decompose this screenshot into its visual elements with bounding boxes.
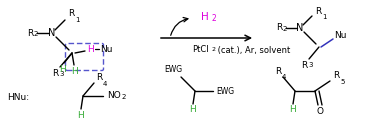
Text: H: H — [190, 105, 197, 114]
FancyArrowPatch shape — [171, 17, 188, 35]
Text: H: H — [87, 45, 93, 53]
Text: R: R — [275, 67, 281, 75]
FancyArrowPatch shape — [161, 35, 251, 41]
Text: H: H — [290, 105, 296, 114]
Text: 1: 1 — [322, 14, 327, 20]
Text: R: R — [27, 28, 33, 38]
Text: PtCl: PtCl — [192, 45, 208, 55]
Text: 5: 5 — [340, 79, 344, 85]
Text: Nu: Nu — [100, 45, 112, 53]
Text: R: R — [96, 73, 102, 82]
Text: HNu:: HNu: — [7, 92, 29, 102]
Text: R: R — [52, 68, 58, 77]
Text: R: R — [333, 72, 339, 80]
Text: H: H — [71, 67, 77, 75]
Text: 2: 2 — [212, 14, 217, 23]
Text: 4: 4 — [103, 81, 107, 87]
Text: H: H — [59, 65, 65, 73]
Text: 4: 4 — [282, 74, 287, 80]
Text: NO: NO — [107, 92, 121, 100]
Text: (cat.), Ar, solvent: (cat.), Ar, solvent — [215, 45, 290, 55]
Text: 2: 2 — [122, 94, 126, 100]
Text: 2: 2 — [212, 47, 216, 52]
Text: H: H — [77, 111, 84, 119]
Text: R: R — [68, 9, 74, 18]
Text: N: N — [296, 23, 304, 33]
Text: N: N — [48, 28, 56, 38]
Text: O: O — [316, 107, 324, 116]
Text: 3: 3 — [308, 62, 313, 68]
Text: 2: 2 — [34, 31, 39, 37]
Text: EWG: EWG — [216, 87, 234, 95]
Text: R: R — [276, 23, 282, 33]
Text: R: R — [301, 60, 307, 70]
Text: Nu: Nu — [334, 31, 346, 40]
Text: 1: 1 — [75, 17, 79, 23]
Text: EWG: EWG — [164, 65, 182, 75]
Text: 3: 3 — [59, 71, 64, 77]
Text: R: R — [315, 6, 321, 16]
Text: H: H — [201, 12, 209, 22]
Text: 2: 2 — [283, 26, 287, 32]
